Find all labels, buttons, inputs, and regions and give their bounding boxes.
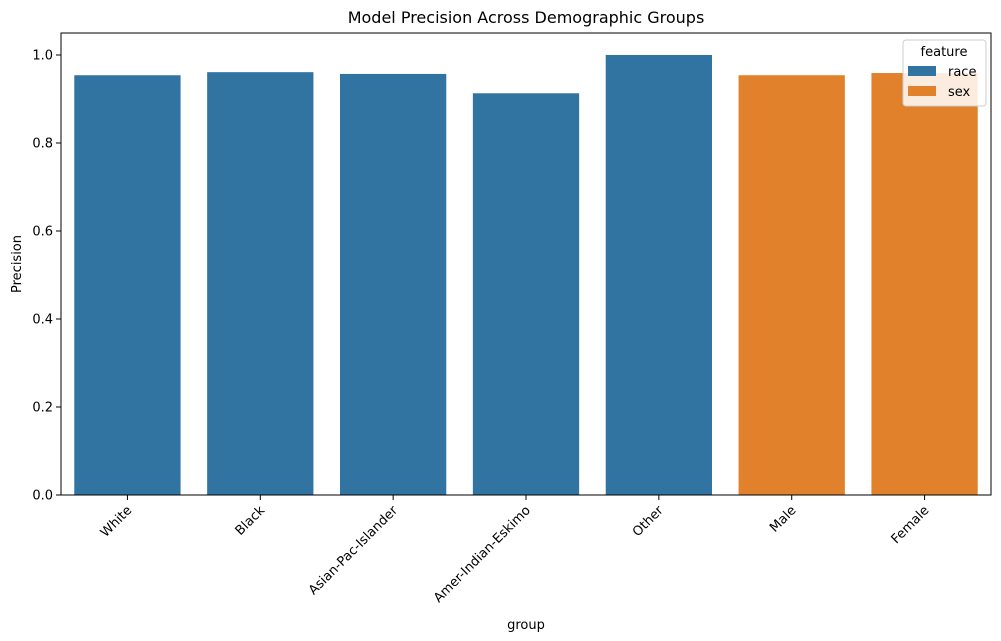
bar-other <box>605 55 712 495</box>
legend-swatch-sex <box>908 86 936 96</box>
bar-male <box>738 75 845 496</box>
y-tick-label: 0.2 <box>32 401 53 416</box>
x-tick-label: Black <box>233 503 269 539</box>
bar-asian-pac-islander <box>340 73 447 496</box>
plot-frame <box>60 32 992 496</box>
legend-title: feature <box>921 45 968 60</box>
y-axis: 0.0 0.2 0.4 0.6 0.8 1.0 <box>32 49 61 504</box>
chart-title: Model Precision Across Demographic Group… <box>348 8 705 27</box>
legend-swatch-race <box>908 66 936 76</box>
legend: feature race sex <box>902 39 987 107</box>
bar-black <box>207 72 314 495</box>
bar-white <box>74 75 181 496</box>
legend-entries: race sex <box>908 65 976 100</box>
y-axis-label: Precision <box>10 235 25 293</box>
bars-group <box>74 55 978 496</box>
x-tick-label: White <box>98 503 135 540</box>
legend-label-sex: sex <box>948 85 971 100</box>
x-tick-label: Male <box>767 503 799 535</box>
bar-amer-indian-eskimo <box>472 93 580 495</box>
x-axis-label: group <box>507 618 545 633</box>
bar-female <box>871 73 978 495</box>
x-tick-label: Asian-Pac-Islander <box>306 503 401 598</box>
y-tick-label: 0.8 <box>32 137 53 152</box>
x-axis: White Black Asian-Pac-Islander Amer-Indian-… <box>98 495 932 606</box>
x-tick-label: Other <box>630 503 667 540</box>
y-tick-label: 0.4 <box>32 313 53 328</box>
legend-label-race: race <box>948 65 976 80</box>
y-tick-label: 1.0 <box>32 49 53 64</box>
x-tick-label: Amer-Indian-Eskimo <box>431 503 534 606</box>
x-tick-label: Female <box>889 503 933 547</box>
y-tick-label: 0.6 <box>32 225 53 240</box>
y-tick-label: 0.0 <box>32 489 53 504</box>
